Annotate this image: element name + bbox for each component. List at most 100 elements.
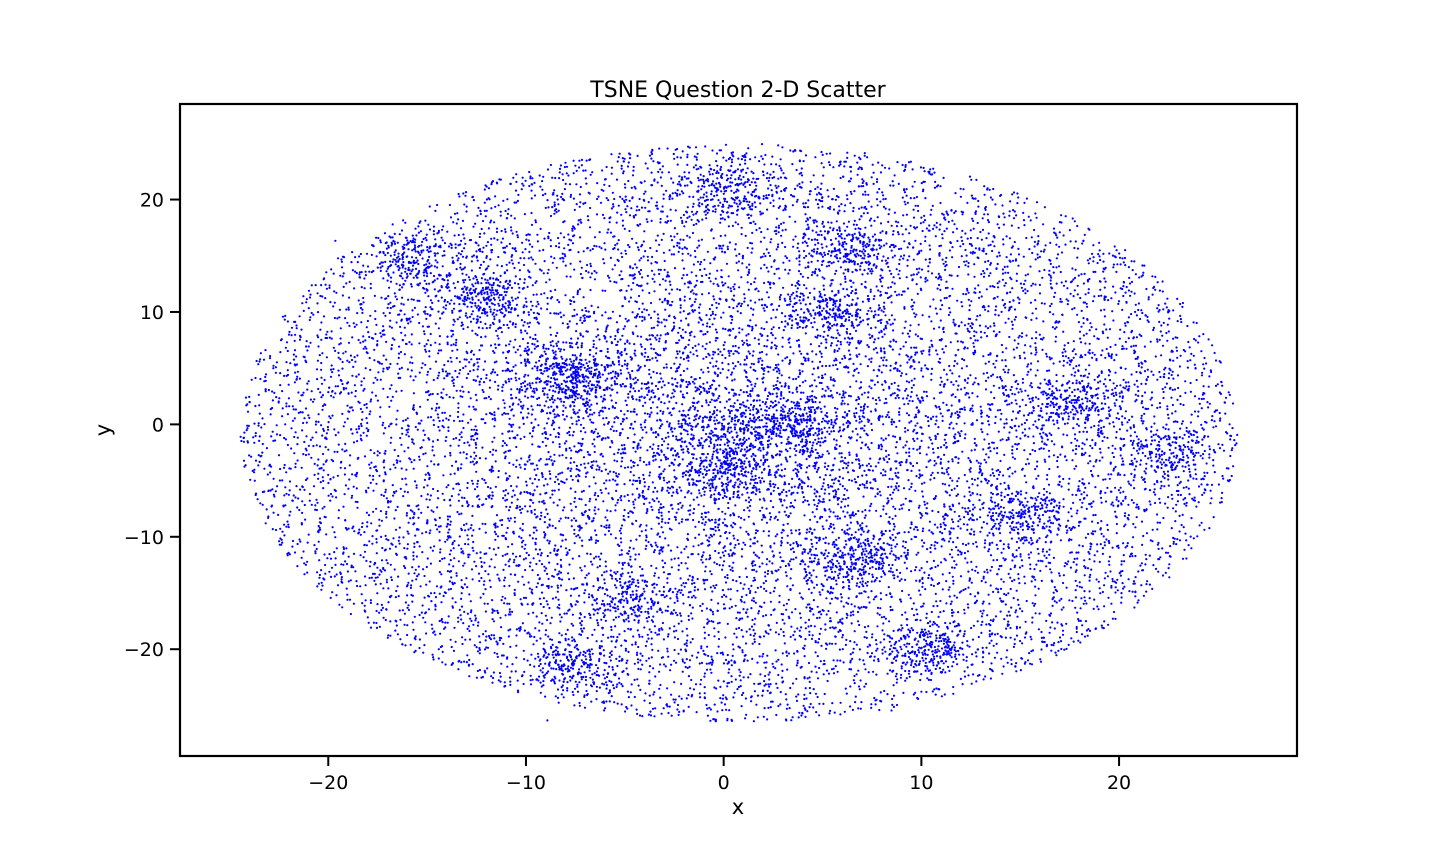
scatter-point: [455, 437, 458, 440]
scatter-point: [776, 376, 779, 379]
scatter-point: [794, 412, 798, 415]
scatter-point: [709, 489, 712, 492]
scatter-point: [995, 493, 998, 496]
scatter-point: [553, 257, 556, 260]
scatter-point: [1111, 388, 1114, 391]
scatter-point: [1161, 475, 1164, 478]
scatter-point: [365, 252, 369, 255]
scatter-point: [337, 431, 340, 434]
scatter-point: [979, 508, 982, 511]
scatter-point: [1123, 256, 1127, 260]
scatter-point: [575, 183, 578, 186]
scatter-point: [740, 170, 743, 173]
scatter-point: [389, 301, 392, 304]
scatter-point: [832, 166, 835, 169]
scatter-point: [844, 498, 847, 501]
scatter-point: [1009, 515, 1013, 518]
scatter-point: [1088, 576, 1091, 579]
scatter-point: [984, 308, 987, 311]
scatter-point: [668, 480, 671, 483]
scatter-point: [741, 328, 744, 331]
scatter-point: [1168, 448, 1171, 451]
scatter-point: [461, 636, 464, 639]
scatter-point: [933, 657, 936, 661]
scatter-point: [531, 183, 534, 186]
scatter-point: [832, 430, 836, 433]
scatter-point: [661, 611, 664, 614]
scatter-point: [420, 244, 423, 247]
scatter-point: [1038, 518, 1042, 521]
scatter-point: [540, 369, 543, 372]
scatter-point: [1097, 253, 1100, 256]
scatter-point: [522, 596, 526, 600]
scatter-point: [743, 358, 746, 361]
scatter-point: [697, 239, 700, 242]
scatter-point: [931, 509, 934, 512]
scatter-point: [966, 550, 970, 553]
scatter-point: [1064, 215, 1067, 218]
scatter-point: [337, 509, 340, 512]
scatter-point: [470, 438, 473, 441]
scatter-point: [909, 526, 912, 530]
scatter-point: [743, 486, 746, 489]
scatter-point: [651, 277, 654, 280]
scatter-point: [496, 264, 499, 267]
scatter-point: [533, 508, 536, 511]
scatter-point: [544, 614, 548, 617]
scatter-point: [630, 466, 633, 469]
scatter-point: [567, 659, 570, 662]
scatter-point: [675, 401, 678, 405]
scatter-point: [1082, 282, 1085, 285]
scatter-point: [900, 372, 904, 375]
scatter-point: [656, 412, 659, 415]
scatter-point: [1048, 525, 1051, 528]
scatter-point: [329, 575, 333, 579]
scatter-point: [1072, 501, 1075, 504]
scatter-point: [898, 293, 901, 296]
scatter-point: [1011, 472, 1014, 475]
scatter-point: [479, 212, 482, 216]
scatter-point: [762, 530, 765, 533]
scatter-point: [471, 296, 474, 299]
scatter-point: [527, 581, 530, 584]
scatter-point: [681, 660, 685, 663]
scatter-point: [414, 568, 417, 571]
scatter-point: [1052, 498, 1055, 501]
scatter-point: [720, 422, 724, 425]
scatter-point: [633, 662, 636, 665]
scatter-point: [1148, 489, 1152, 492]
scatter-point: [856, 252, 859, 255]
scatter-point: [1002, 543, 1006, 546]
scatter-point: [1002, 580, 1005, 583]
scatter-point: [709, 586, 712, 589]
scatter-point: [1210, 483, 1214, 486]
scatter-point: [942, 662, 945, 665]
scatter-point: [861, 393, 864, 396]
scatter-point: [1156, 338, 1159, 341]
scatter-point: [1145, 467, 1148, 470]
scatter-point: [770, 238, 773, 241]
scatter-point: [773, 474, 777, 477]
scatter-point: [436, 489, 439, 493]
scatter-point: [933, 397, 936, 400]
scatter-point: [551, 643, 554, 647]
scatter-point: [465, 457, 468, 460]
scatter-point: [906, 287, 910, 290]
scatter-point: [375, 482, 378, 485]
scatter-point: [1053, 423, 1056, 426]
scatter-point: [1150, 435, 1153, 438]
scatter-point: [769, 404, 772, 408]
scatter-point: [603, 242, 606, 245]
scatter-point: [1104, 378, 1107, 381]
scatter-point: [1137, 599, 1140, 602]
scatter-point: [558, 454, 561, 457]
scatter-point: [1072, 356, 1075, 359]
scatter-point: [478, 647, 481, 650]
scatter-point: [1002, 238, 1005, 241]
scatter-point: [717, 367, 720, 370]
scatter-point: [1112, 394, 1115, 397]
scatter-point: [890, 418, 894, 421]
scatter-point: [615, 586, 618, 589]
scatter-point: [655, 201, 659, 204]
